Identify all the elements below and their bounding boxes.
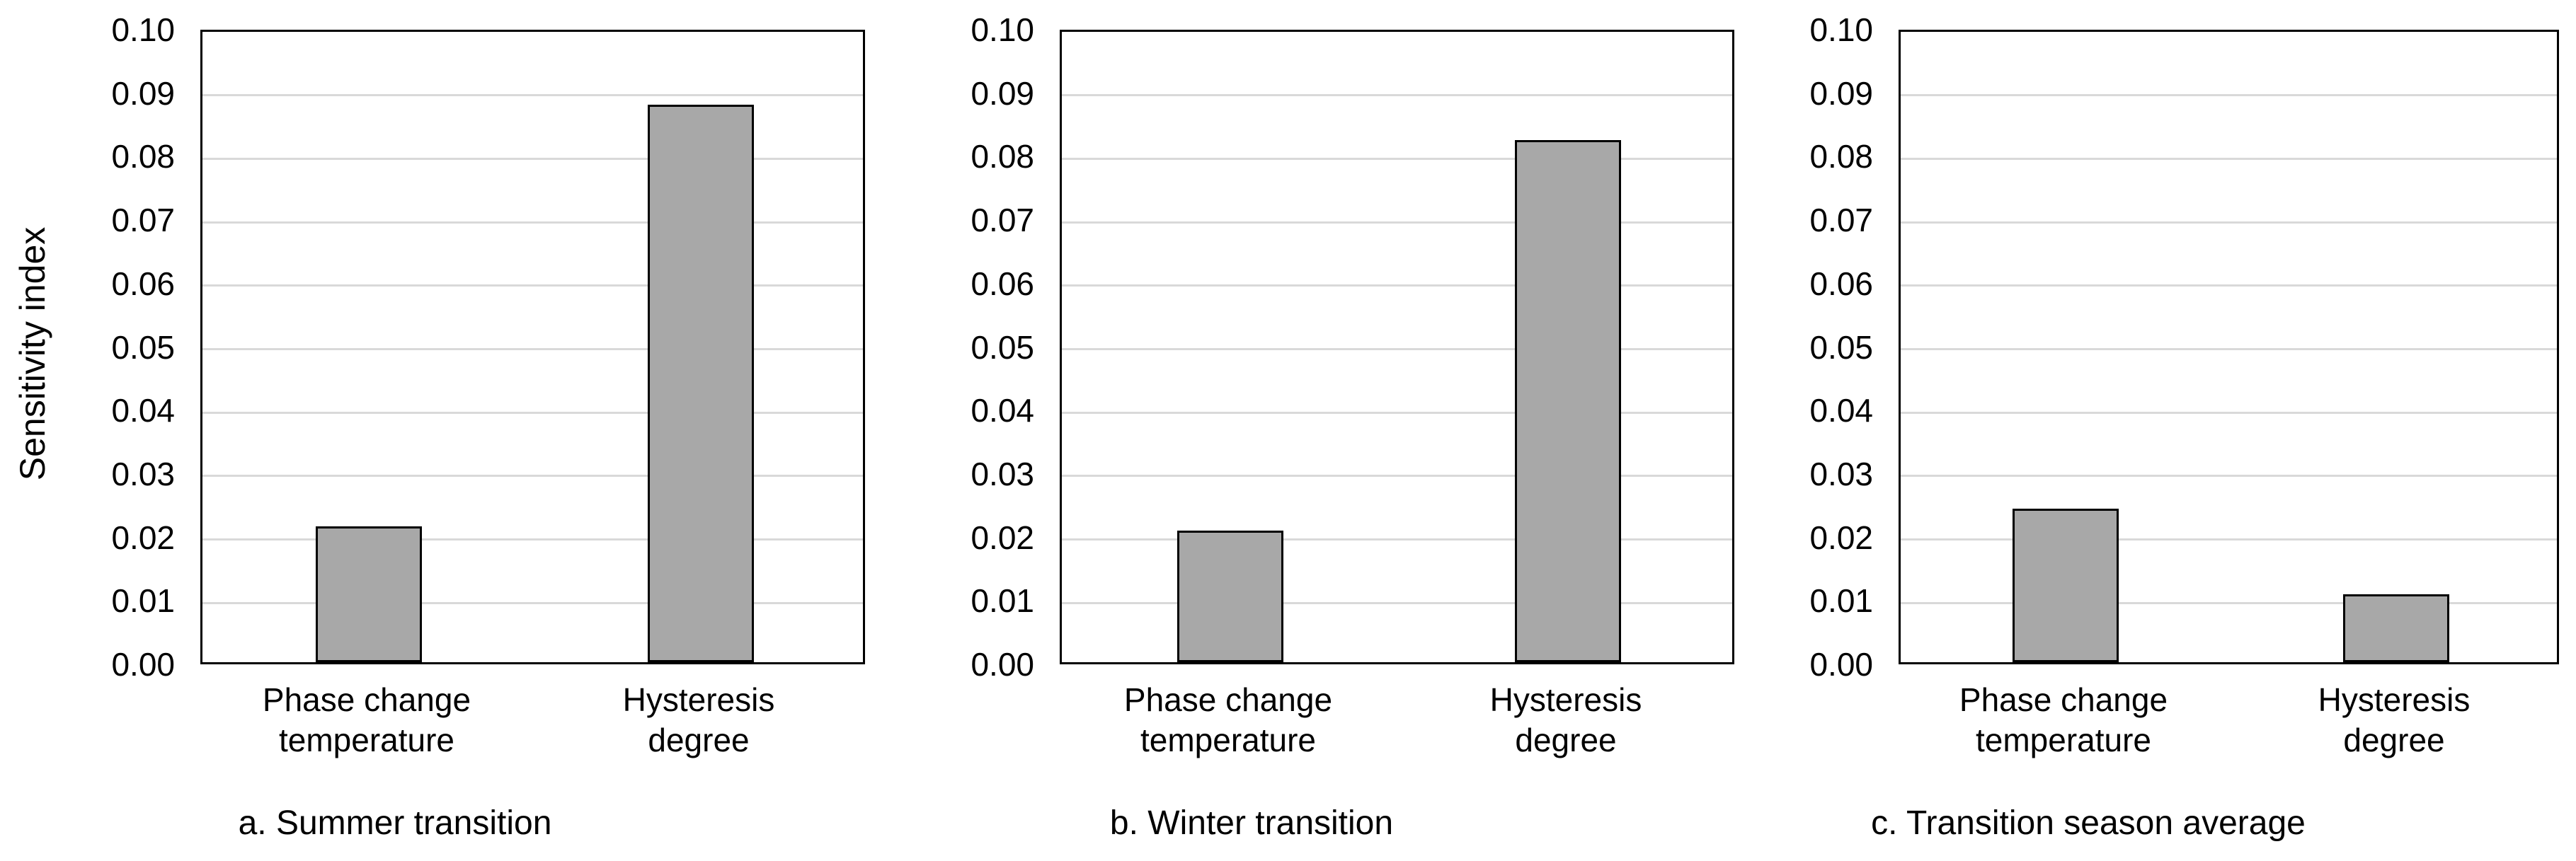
x-category-label: Phase change temperature: [1959, 681, 2168, 758]
chart-caption-transition-average: c. Transition season average: [1871, 804, 2306, 842]
y-tick-label: 0.06: [1809, 265, 1873, 302]
y-tick-label: 0.03: [971, 456, 1034, 492]
bar-hysteresis-degree: [2343, 594, 2449, 662]
y-tick-label: 0.10: [971, 11, 1034, 48]
y-tick-label: 0.02: [971, 519, 1034, 556]
gridline: [1901, 221, 2557, 224]
x-category-label: Phase change temperature: [262, 681, 471, 758]
gridline: [1062, 538, 1732, 541]
gridline: [1901, 538, 2557, 541]
x-category-label: Hysteresis degree: [2318, 681, 2471, 758]
gridline: [1062, 221, 1732, 224]
y-tick-label: 0.08: [111, 138, 175, 175]
gridline: [202, 158, 863, 160]
y-tick-label: 0.08: [971, 138, 1034, 175]
gridline: [1062, 94, 1732, 96]
gridline: [1062, 284, 1732, 287]
plot-area: [1060, 30, 1734, 664]
y-tick-label: 0.03: [111, 456, 175, 492]
y-tick-label: 0.07: [971, 202, 1034, 238]
bar-phase-change-temperature: [1177, 531, 1283, 662]
gridline: [202, 348, 863, 350]
y-tick-label: 0.09: [1809, 75, 1873, 112]
bar-hysteresis-degree: [1515, 140, 1621, 662]
y-tick-label: 0.00: [971, 646, 1034, 683]
y-tick-label: 0.06: [111, 265, 175, 302]
y-tick-label: 0.10: [1809, 11, 1873, 48]
gridline: [1901, 602, 2557, 604]
y-tick-label: 0.04: [1809, 392, 1873, 429]
gridline: [1062, 158, 1732, 160]
y-tick-label: 0.00: [111, 646, 175, 683]
plot-area: [1899, 30, 2559, 664]
y-tick-label: 0.07: [1809, 202, 1873, 238]
y-tick-label: 0.04: [971, 392, 1034, 429]
chart-caption-winter: b. Winter transition: [1109, 804, 1394, 842]
gridline: [1901, 475, 2557, 477]
gridline: [202, 94, 863, 96]
y-tick-label: 0.10: [111, 11, 175, 48]
y-tick-label: 0.09: [971, 75, 1034, 112]
y-tick-label: 0.05: [111, 329, 175, 366]
y-tick-label: 0.05: [971, 329, 1034, 366]
gridline: [202, 412, 863, 414]
y-tick-label: 0.02: [1809, 519, 1873, 556]
gridline: [1062, 412, 1732, 414]
y-tick-label: 0.03: [1809, 456, 1873, 492]
gridline: [1901, 94, 2557, 96]
gridline: [1901, 412, 2557, 414]
bar-hysteresis-degree: [648, 105, 754, 662]
gridline: [202, 538, 863, 541]
x-category-label: Phase change temperature: [1123, 681, 1333, 758]
gridline: [202, 475, 863, 477]
x-category-label: Hysteresis degree: [1489, 681, 1642, 758]
chart-caption-summer: a. Summer transition: [238, 804, 552, 842]
gridline: [202, 284, 863, 287]
gridline: [1062, 602, 1732, 604]
y-tick-label: 0.04: [111, 392, 175, 429]
y-tick-label: 0.05: [1809, 329, 1873, 366]
gridline: [1901, 284, 2557, 287]
y-tick-label: 0.02: [111, 519, 175, 556]
y-tick-label: 0.06: [971, 265, 1034, 302]
y-tick-label: 0.01: [111, 582, 175, 619]
y-tick-label: 0.09: [111, 75, 175, 112]
gridline: [202, 221, 863, 224]
gridline: [1901, 158, 2557, 160]
bar-phase-change-temperature: [316, 526, 422, 662]
gridline: [1062, 475, 1732, 477]
x-category-label: Hysteresis degree: [622, 681, 775, 758]
y-tick-label: 0.08: [1809, 138, 1873, 175]
y-tick-label: 0.00: [1809, 646, 1873, 683]
plot-area: [200, 30, 865, 664]
gridline: [1901, 348, 2557, 350]
gridline: [1062, 348, 1732, 350]
bar-phase-change-temperature: [2013, 509, 2119, 662]
y-tick-label: 0.07: [111, 202, 175, 238]
y-tick-label: 0.01: [1809, 582, 1873, 619]
gridline: [202, 602, 863, 604]
y-tick-label: 0.01: [971, 582, 1034, 619]
